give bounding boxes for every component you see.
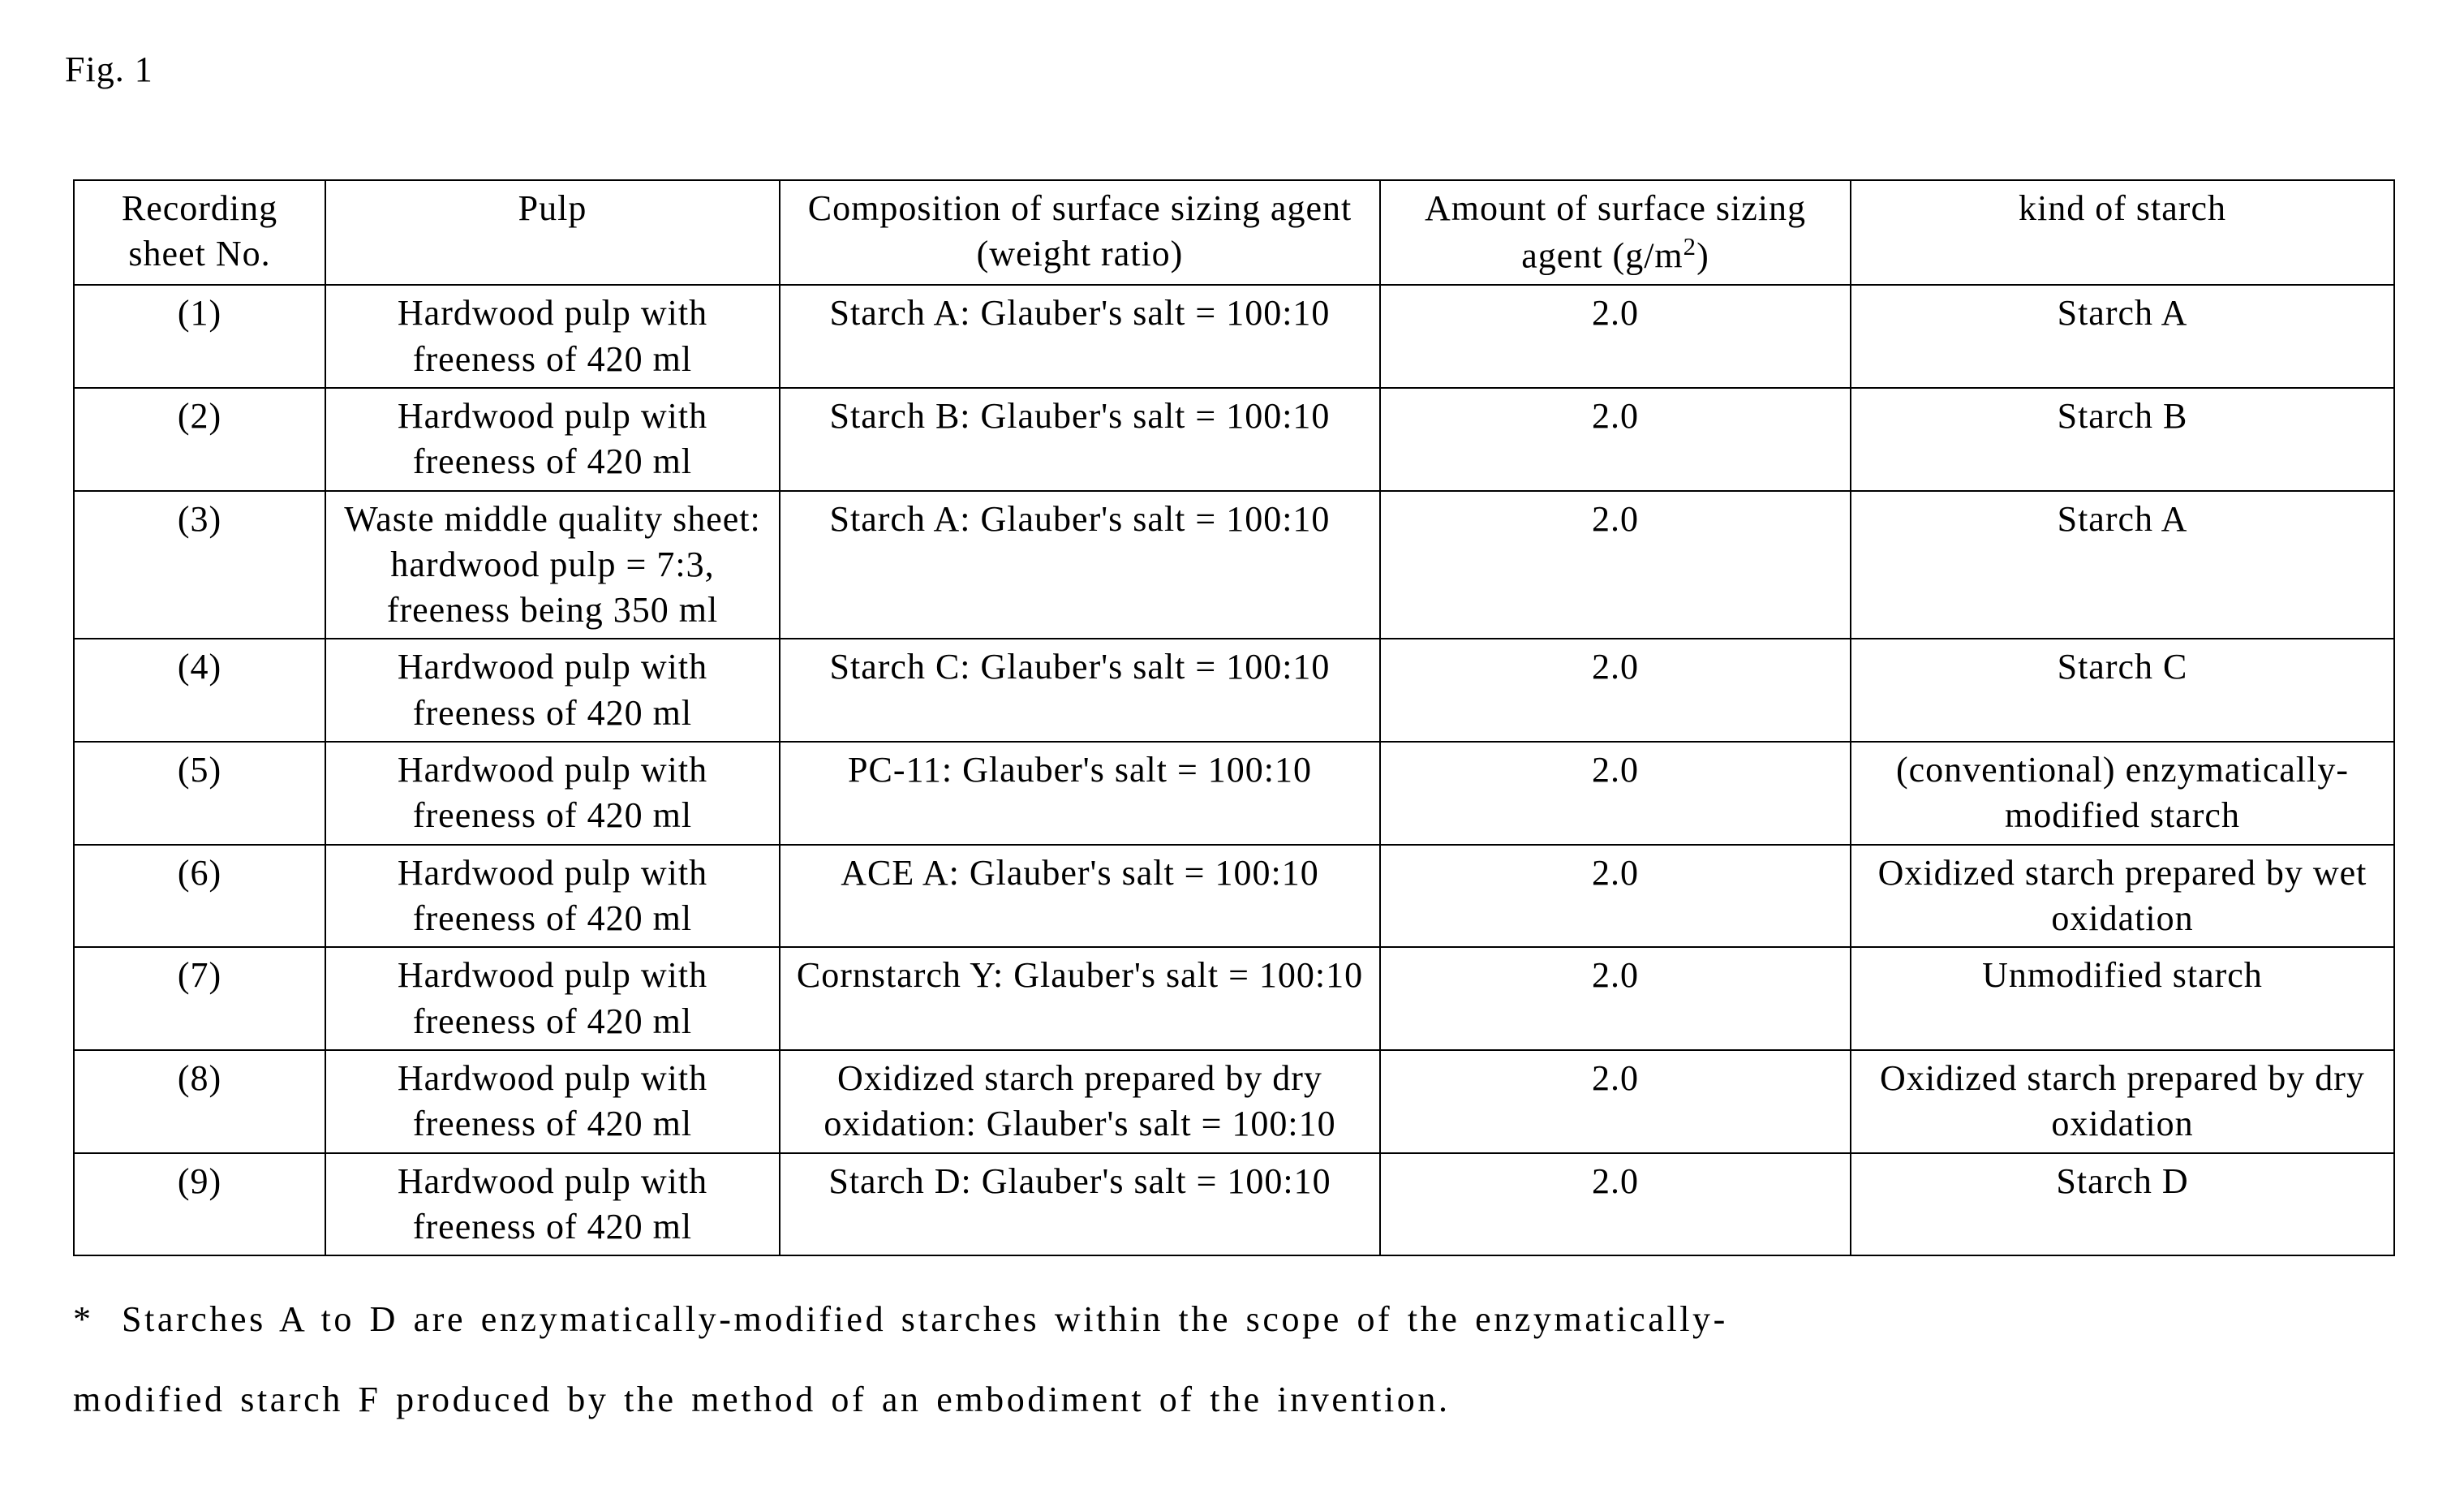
cell-amt: 2.0: [1380, 947, 1851, 1050]
cell-pulp: Hardwood pulp with freeness of 420 ml: [325, 1050, 780, 1153]
footnote: *Starches A to D are enzymatically-modif…: [73, 1279, 2402, 1440]
footnote-text-line2: modified starch F produced by the method…: [73, 1380, 1451, 1419]
cell-no: (5): [74, 742, 325, 845]
cell-amt: 2.0: [1380, 1153, 1851, 1256]
cell-kind: Starch A: [1851, 491, 2394, 639]
cell-no: (9): [74, 1153, 325, 1256]
cell-kind: Unmodified starch: [1851, 947, 2394, 1050]
table-row: (4) Hardwood pulp with freeness of 420 m…: [74, 639, 2394, 742]
table-row: (9) Hardwood pulp with freeness of 420 m…: [74, 1153, 2394, 1256]
table-row: (7) Hardwood pulp with freeness of 420 m…: [74, 947, 2394, 1050]
cell-pulp: Hardwood pulp with freeness of 420 ml: [325, 742, 780, 845]
squared-superscript: 2: [1684, 233, 1696, 260]
cell-kind: Starch D: [1851, 1153, 2394, 1256]
cell-pulp: Hardwood pulp with freeness of 420 ml: [325, 639, 780, 742]
figure-label: Fig. 1: [65, 49, 2399, 90]
cell-comp: Oxidized starch prepared by dry oxidatio…: [780, 1050, 1380, 1153]
cell-kind: Starch A: [1851, 285, 2394, 388]
cell-comp: Cornstarch Y: Glauber's salt = 100:10: [780, 947, 1380, 1050]
cell-comp: Starch D: Glauber's salt = 100:10: [780, 1153, 1380, 1256]
footnote-marker: *: [73, 1279, 122, 1359]
cell-kind: Starch B: [1851, 388, 2394, 491]
cell-kind: (conventional) enzymatically-modified st…: [1851, 742, 2394, 845]
cell-amt: 2.0: [1380, 845, 1851, 948]
table-row: (3) Waste middle quality sheet: hardwood…: [74, 491, 2394, 639]
cell-no: (8): [74, 1050, 325, 1153]
cell-comp: Starch C: Glauber's salt = 100:10: [780, 639, 1380, 742]
cell-pulp: Hardwood pulp with freeness of 420 ml: [325, 1153, 780, 1256]
cell-pulp: Hardwood pulp with freeness of 420 ml: [325, 947, 780, 1050]
cell-kind: Oxidized starch prepared by wet oxidatio…: [1851, 845, 2394, 948]
cell-pulp: Hardwood pulp with freeness of 420 ml: [325, 388, 780, 491]
cell-amt: 2.0: [1380, 639, 1851, 742]
footnote-text-line1: Starches A to D are enzymatically-modifi…: [122, 1299, 1728, 1339]
col-header-amount-prefix: Amount of surface sizing agent (g/m: [1425, 188, 1806, 276]
cell-pulp: Hardwood pulp with freeness of 420 ml: [325, 285, 780, 388]
cell-comp: PC-11: Glauber's salt = 100:10: [780, 742, 1380, 845]
data-table: Recording sheet No. Pulp Composition of …: [73, 179, 2395, 1256]
cell-amt: 2.0: [1380, 285, 1851, 388]
cell-pulp: Waste middle quality sheet: hardwood pul…: [325, 491, 780, 639]
cell-kind: Starch C: [1851, 639, 2394, 742]
table-row: (5) Hardwood pulp with freeness of 420 m…: [74, 742, 2394, 845]
cell-no: (3): [74, 491, 325, 639]
cell-comp: Starch B: Glauber's salt = 100:10: [780, 388, 1380, 491]
cell-no: (2): [74, 388, 325, 491]
table-row: (1) Hardwood pulp with freeness of 420 m…: [74, 285, 2394, 388]
table-row: (2) Hardwood pulp with freeness of 420 m…: [74, 388, 2394, 491]
cell-comp: Starch A: Glauber's salt = 100:10: [780, 285, 1380, 388]
col-header-amount: Amount of surface sizing agent (g/m2): [1380, 180, 1851, 285]
cell-no: (1): [74, 285, 325, 388]
cell-kind: Oxidized starch prepared by dry oxidatio…: [1851, 1050, 2394, 1153]
cell-amt: 2.0: [1380, 1050, 1851, 1153]
col-header-pulp: Pulp: [325, 180, 780, 285]
cell-no: (7): [74, 947, 325, 1050]
col-header-composition: Composition of surface sizing agent (wei…: [780, 180, 1380, 285]
cell-comp: Starch A: Glauber's salt = 100:10: [780, 491, 1380, 639]
cell-no: (4): [74, 639, 325, 742]
table-row: (6) Hardwood pulp with freeness of 420 m…: [74, 845, 2394, 948]
col-header-recording-no: Recording sheet No.: [74, 180, 325, 285]
cell-amt: 2.0: [1380, 491, 1851, 639]
col-header-amount-suffix: ): [1696, 236, 1709, 276]
page: Fig. 1 Recording sheet No. Pulp Composit…: [0, 0, 2464, 1494]
cell-no: (6): [74, 845, 325, 948]
table-header-row: Recording sheet No. Pulp Composition of …: [74, 180, 2394, 285]
table-row: (8) Hardwood pulp with freeness of 420 m…: [74, 1050, 2394, 1153]
cell-pulp: Hardwood pulp with freeness of 420 ml: [325, 845, 780, 948]
cell-comp: ACE A: Glauber's salt = 100:10: [780, 845, 1380, 948]
col-header-kind: kind of starch: [1851, 180, 2394, 285]
cell-amt: 2.0: [1380, 388, 1851, 491]
cell-amt: 2.0: [1380, 742, 1851, 845]
